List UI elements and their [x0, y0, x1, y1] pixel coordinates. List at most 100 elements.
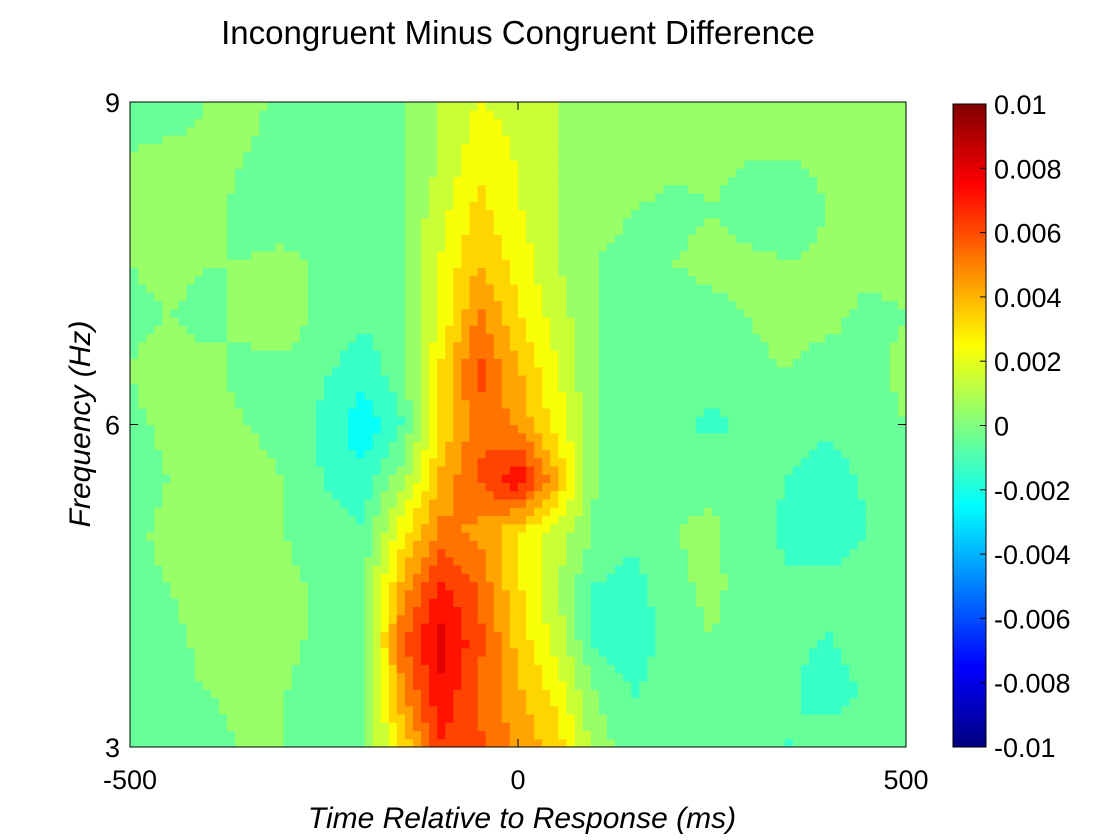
- heatmap-cell: [364, 391, 374, 401]
- heatmap-cell: [574, 656, 584, 665]
- heatmap-cell: [267, 722, 277, 732]
- heatmap-cell: [380, 614, 390, 624]
- heatmap-cell: [712, 350, 721, 359]
- heatmap-cell: [461, 416, 471, 426]
- heatmap-cell: [210, 515, 220, 525]
- heatmap-cell: [218, 498, 228, 508]
- heatmap-cell: [348, 738, 357, 747]
- heatmap-cell: [348, 333, 357, 343]
- heatmap-cell: [809, 722, 818, 732]
- heatmap-cell: [146, 581, 155, 591]
- heatmap-cell: [687, 515, 697, 525]
- heatmap-cell: [299, 474, 309, 483]
- heatmap-cell: [776, 631, 786, 641]
- heatmap-cell: [550, 374, 560, 384]
- heatmap-cell: [315, 705, 325, 715]
- heatmap-cell: [582, 358, 592, 368]
- heatmap-cell: [679, 540, 689, 550]
- heatmap-cell: [566, 565, 576, 574]
- heatmap-cell: [299, 465, 309, 475]
- heatmap-cell: [849, 424, 859, 434]
- heatmap-cell: [542, 366, 551, 376]
- heatmap-cell: [348, 540, 357, 550]
- heatmap-cell: [833, 730, 842, 740]
- heatmap-cell: [776, 705, 786, 715]
- heatmap-cell: [186, 722, 196, 732]
- heatmap-cell: [792, 391, 802, 401]
- heatmap-cell: [291, 738, 301, 747]
- heatmap-cell: [590, 465, 600, 475]
- heatmap-cell: [889, 697, 899, 707]
- heatmap-cell: [566, 432, 576, 442]
- heatmap-cell: [364, 664, 374, 674]
- heatmap-cell: [679, 465, 689, 475]
- heatmap-cell: [825, 333, 834, 343]
- heatmap-cell: [235, 317, 244, 326]
- heatmap-cell: [461, 350, 471, 359]
- heatmap-cell: [809, 556, 818, 566]
- heatmap-cell: [865, 622, 875, 632]
- heatmap-cell: [227, 317, 236, 326]
- heatmap-cell: [728, 565, 737, 574]
- heatmap-cell: [679, 424, 689, 434]
- heatmap-cell: [558, 689, 568, 698]
- heatmap-cell: [445, 622, 454, 632]
- heatmap-cell: [404, 457, 414, 467]
- heatmap-cell: [606, 556, 616, 566]
- heatmap-cell: [421, 540, 430, 550]
- heatmap-cell: [315, 383, 325, 393]
- heatmap-cell: [744, 664, 754, 674]
- heatmap-cell: [623, 374, 632, 384]
- heatmap-cell: [809, 325, 818, 335]
- heatmap-cell: [881, 441, 891, 450]
- heatmap-cell: [404, 631, 414, 641]
- heatmap-cell: [501, 515, 511, 525]
- heatmap-cell: [315, 341, 325, 351]
- heatmap-cell: [825, 680, 834, 690]
- heatmap-cell: [663, 614, 673, 624]
- heatmap-cell: [469, 631, 479, 641]
- heatmap-cell: [647, 598, 657, 608]
- heatmap-cell: [138, 308, 147, 318]
- heatmap-cell: [227, 449, 236, 459]
- heatmap-cell: [299, 391, 309, 401]
- heatmap-cell: [445, 647, 454, 657]
- heatmap-cell: [566, 407, 576, 417]
- heatmap-cell: [623, 589, 632, 599]
- heatmap-cell: [421, 556, 430, 566]
- heatmap-cell: [154, 482, 163, 492]
- heatmap-cell: [606, 432, 616, 442]
- heatmap-cell: [202, 614, 212, 624]
- heatmap-cell: [170, 383, 180, 393]
- heatmap-cell: [283, 614, 293, 624]
- heatmap-cell: [639, 325, 648, 335]
- heatmap-cell: [154, 565, 163, 574]
- heatmap-cell: [768, 713, 778, 723]
- heatmap-cell: [817, 333, 826, 343]
- heatmap-cell: [720, 490, 729, 500]
- heatmap-cell: [396, 333, 406, 343]
- heatmap-cell: [639, 416, 648, 426]
- heatmap-cell: [695, 697, 705, 707]
- heatmap-cell: [340, 333, 349, 343]
- heatmap-cell: [897, 457, 906, 467]
- heatmap-cell: [202, 705, 212, 715]
- heatmap-cell: [493, 374, 503, 384]
- heatmap-cell: [340, 407, 349, 417]
- heatmap-cell: [445, 614, 454, 624]
- heatmap-cell: [768, 441, 778, 450]
- heatmap-cell: [598, 350, 608, 359]
- heatmap-cell: [647, 325, 657, 335]
- heatmap-cell: [509, 631, 519, 641]
- heatmap-cell: [388, 722, 398, 732]
- heatmap-cell: [251, 432, 260, 442]
- heatmap-cell: [299, 416, 309, 426]
- heatmap-cell: [526, 383, 535, 393]
- heatmap-cell: [606, 647, 616, 657]
- heatmap-cell: [703, 589, 713, 599]
- heatmap-cell: [501, 325, 511, 335]
- heatmap-cell: [857, 606, 867, 616]
- heatmap-cell: [227, 622, 236, 632]
- heatmap-cell: [259, 738, 269, 747]
- heatmap-cell: [130, 474, 139, 483]
